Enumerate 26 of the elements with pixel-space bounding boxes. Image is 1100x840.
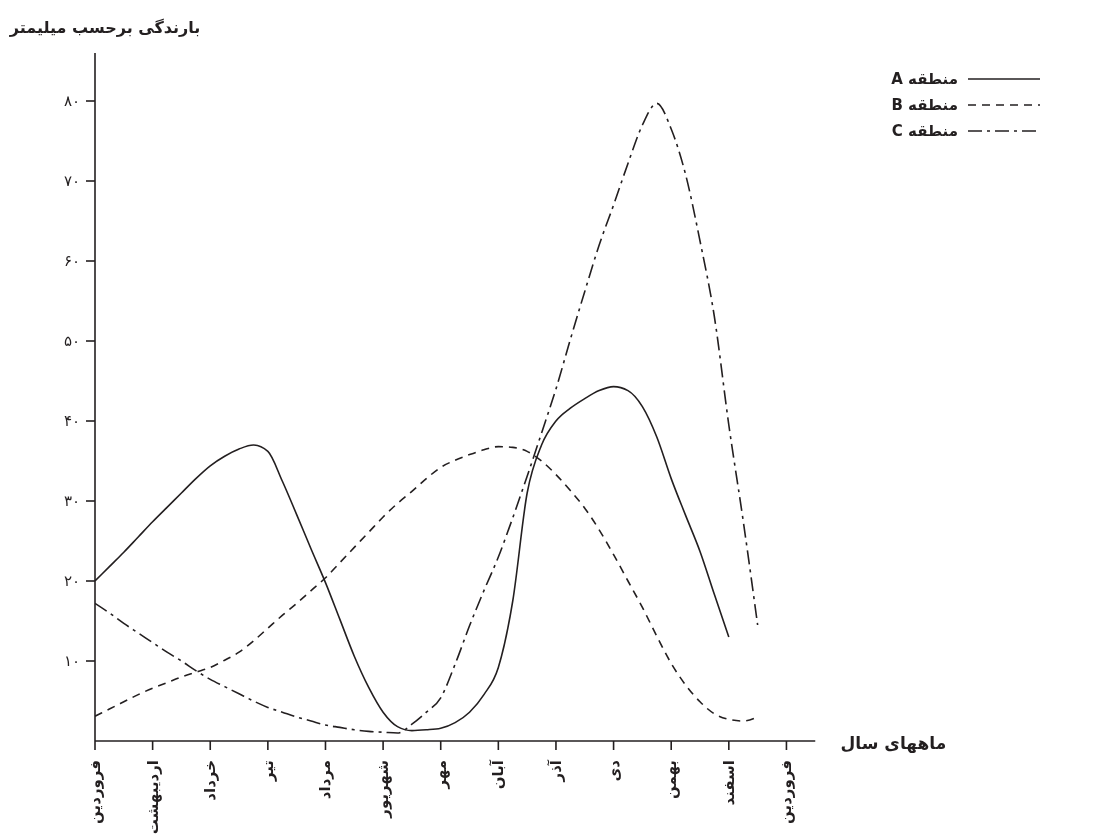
y-tick-label: ۳۰ <box>63 492 80 510</box>
x-tick-label: خرداد <box>201 760 220 801</box>
x-tick-label: مرداد <box>316 760 335 800</box>
x-tick-label: آذر <box>546 759 565 783</box>
x-tick-label: مهر <box>431 760 450 790</box>
x-tick-label: آبان <box>489 759 508 790</box>
x-tick-label: فروردین <box>777 760 796 824</box>
x-tick-label: اسفند <box>719 760 738 806</box>
y-tick-label: ۷۰ <box>63 172 80 190</box>
x-tick-label: بهمن <box>662 760 681 800</box>
y-tick-label: ۸۰ <box>63 92 80 110</box>
y-tick-label: ۱۰ <box>63 652 80 670</box>
x-axis-title: ماههای سال <box>840 733 947 754</box>
legend-label: منطقه B <box>891 96 958 114</box>
y-tick-label: ۲۰ <box>63 572 80 590</box>
y-tick-label: ۵۰ <box>63 332 80 350</box>
x-tick-label: فروردین <box>86 760 104 824</box>
legend-label: منطقه C <box>891 122 958 140</box>
y-axis-title: بارندگی برحسب میلیمتر <box>8 17 201 37</box>
x-tick-label: اردیبهشت <box>143 760 162 835</box>
legend-label: منطقه A <box>891 70 958 88</box>
x-tick-label: شهریور <box>374 760 393 819</box>
y-tick-label: ۴۰ <box>63 412 80 430</box>
y-tick-label: ۶۰ <box>63 252 80 270</box>
x-tick-label: تیر <box>258 760 277 783</box>
x-tick-label: دی <box>604 759 623 782</box>
